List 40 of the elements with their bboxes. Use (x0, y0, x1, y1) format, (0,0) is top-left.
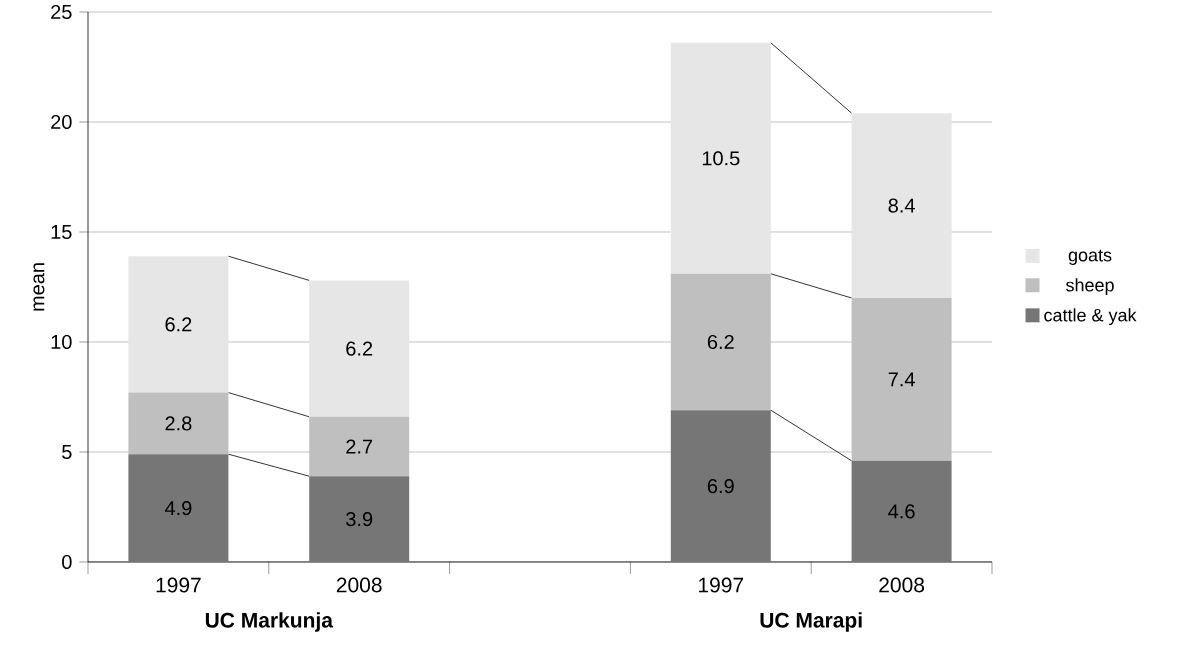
data-label: 6.2 (707, 334, 734, 350)
x-tick-label: 2008 (336, 577, 382, 593)
bar (309, 280, 410, 417)
data-label: 6.2 (346, 341, 373, 356)
bar (670, 273, 771, 411)
text: UC Marapi (760, 612, 862, 632)
data-label: 6.9 (707, 479, 734, 494)
y-tick-label: 25 (51, 4, 72, 20)
x-tick-label: 1997 (156, 577, 201, 593)
x-tick-label: 1997 (699, 577, 744, 593)
bar (309, 416, 410, 477)
y-tick-label: 5 (62, 445, 72, 459)
y-tick-label: 15 (51, 225, 72, 239)
data-label: 6.2 (165, 317, 192, 332)
legend-label: cattle & yak (1044, 308, 1137, 326)
legend-label: goats (1068, 249, 1112, 265)
bar (670, 410, 771, 562)
y-tick-label: 20 (51, 114, 72, 130)
bar (128, 454, 229, 562)
y-axis-title: mean (33, 263, 45, 311)
data-label: 2.8 (165, 416, 192, 431)
bar (851, 460, 952, 562)
bar (128, 392, 229, 455)
x-tick-label: 2008 (879, 577, 925, 593)
data-label: 4.6 (888, 504, 915, 519)
data-label: 7.4 (888, 372, 915, 387)
bar (309, 476, 410, 562)
bar (851, 113, 952, 298)
data-label: 10.5 (702, 151, 740, 166)
data-label: 3.9 (346, 512, 373, 527)
bar (128, 256, 229, 393)
bar (851, 297, 952, 461)
text: UC Markunja (205, 612, 334, 632)
y-tick-label: 10 (51, 334, 72, 350)
y-tick-label: 0 (62, 554, 72, 570)
data-label: 2.7 (346, 439, 373, 454)
bar (670, 42, 771, 274)
legend-label: sheep (1066, 278, 1114, 296)
data-label: 8.4 (888, 198, 915, 213)
data-label: 4.9 (164, 501, 192, 516)
